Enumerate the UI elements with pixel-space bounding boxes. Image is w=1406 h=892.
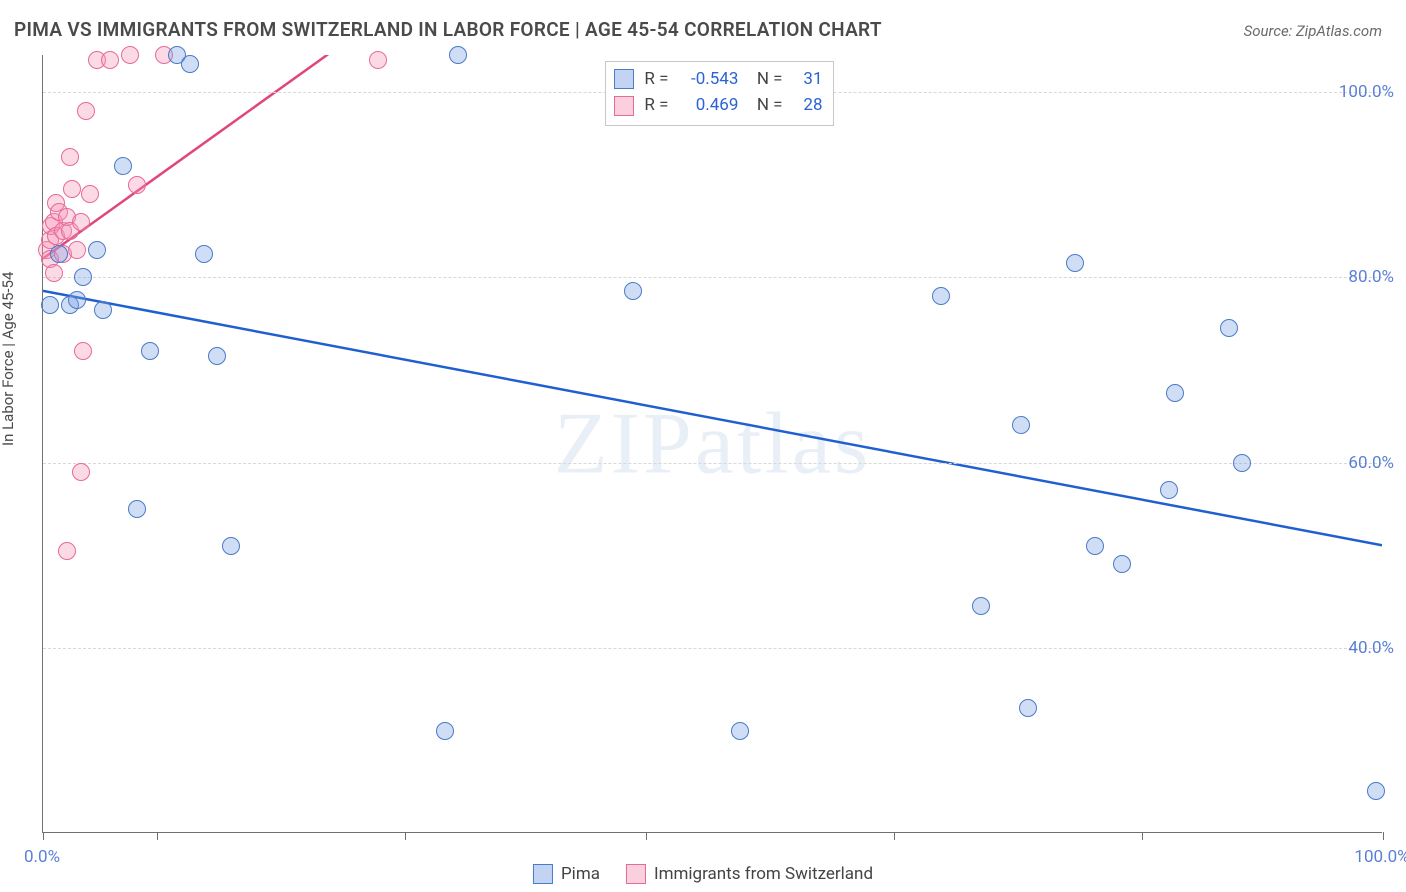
chart-title: PIMA VS IMMIGRANTS FROM SWITZERLAND IN L… — [14, 18, 882, 41]
scatter-point-pima — [74, 268, 92, 286]
scatter-point-swiss — [121, 46, 139, 64]
chart-header: PIMA VS IMMIGRANTS FROM SWITZERLAND IN L… — [0, 0, 1406, 51]
x-tick — [1142, 832, 1143, 840]
stats-r-label: R = — [644, 66, 668, 92]
stats-r-value: -0.543 — [678, 66, 738, 92]
scatter-point-pima — [731, 722, 749, 740]
stats-n-label: N = — [748, 92, 782, 118]
legend-swatch-pink — [626, 864, 646, 884]
stats-row: R = -0.543 N = 31 — [614, 66, 822, 92]
stats-r-value: 0.469 — [678, 92, 738, 118]
stats-r-label: R = — [644, 92, 668, 118]
scatter-point-pima — [41, 296, 59, 314]
scatter-point-pima — [1113, 555, 1131, 573]
watermark: ZIPatlas — [554, 393, 871, 494]
scatter-point-pima — [1012, 416, 1030, 434]
y-tick-label: 80.0% — [1348, 267, 1394, 287]
legend-label-swiss: Immigrants from Switzerland — [654, 864, 873, 884]
y-tick-label: 40.0% — [1348, 638, 1394, 658]
scatter-point-pima — [1166, 384, 1184, 402]
scatter-point-swiss — [128, 176, 146, 194]
x-axis-label-left: 0.0% — [24, 847, 60, 867]
scatter-point-swiss — [63, 180, 81, 198]
scatter-point-pima — [50, 245, 68, 263]
legend-label-pima: Pima — [561, 864, 600, 884]
x-tick — [405, 832, 406, 840]
stats-swatch — [614, 96, 634, 116]
scatter-point-swiss — [58, 542, 76, 560]
bottom-legend: Pima Immigrants from Switzerland — [533, 864, 873, 884]
legend-swatch-blue — [533, 864, 553, 884]
chart-plot-frame: ZIPatlas R = -0.543 N = 31 R = 0.469 N = 28 — [42, 55, 1382, 833]
scatter-point-pima — [181, 55, 199, 73]
scatter-point-pima — [1220, 319, 1238, 337]
scatter-point-swiss — [72, 213, 90, 231]
y-tick-label: 60.0% — [1348, 453, 1394, 473]
x-axis-label-right: 100.0% — [1354, 847, 1406, 867]
scatter-point-pima — [128, 500, 146, 518]
x-tick — [43, 832, 44, 840]
scatter-point-pima — [932, 287, 950, 305]
stats-n-label: N = — [748, 66, 782, 92]
trend-lines-svg — [43, 55, 1382, 832]
scatter-point-pima — [1367, 782, 1385, 800]
scatter-point-pima — [141, 342, 159, 360]
scatter-point-swiss — [369, 51, 387, 69]
gridline — [43, 463, 1382, 464]
trendline-pima — [43, 291, 1382, 545]
stats-n-value: 28 — [793, 92, 823, 118]
scatter-point-swiss — [45, 264, 63, 282]
stats-legend-box: R = -0.543 N = 31 R = 0.469 N = 28 — [605, 61, 833, 126]
scatter-point-pima — [195, 245, 213, 263]
scatter-point-pima — [208, 347, 226, 365]
y-tick-label: 100.0% — [1339, 82, 1394, 102]
scatter-point-swiss — [77, 102, 95, 120]
y-axis-label: In Labor Force | Age 45-54 — [0, 272, 17, 446]
scatter-point-swiss — [72, 463, 90, 481]
trendline-swiss — [43, 55, 405, 259]
scatter-point-swiss — [61, 148, 79, 166]
plot-area: ZIPatlas — [43, 55, 1382, 832]
legend-item-pima: Pima — [533, 864, 600, 884]
scatter-point-pima — [436, 722, 454, 740]
x-tick — [1383, 832, 1384, 840]
scatter-point-pima — [88, 241, 106, 259]
scatter-point-swiss — [81, 185, 99, 203]
gridline — [43, 277, 1382, 278]
scatter-point-pima — [624, 282, 642, 300]
scatter-point-pima — [1160, 481, 1178, 499]
scatter-point-pima — [1019, 699, 1037, 717]
scatter-point-pima — [449, 46, 467, 64]
stats-n-value: 31 — [793, 66, 823, 92]
scatter-point-swiss — [68, 241, 86, 259]
x-tick — [894, 832, 895, 840]
scatter-point-swiss — [101, 51, 119, 69]
scatter-point-pima — [1233, 454, 1251, 472]
scatter-point-pima — [972, 597, 990, 615]
scatter-point-pima — [68, 291, 86, 309]
chart-source: Source: ZipAtlas.com — [1244, 22, 1382, 40]
stats-row: R = 0.469 N = 28 — [614, 92, 822, 118]
legend-item-swiss: Immigrants from Switzerland — [626, 864, 873, 884]
x-tick — [157, 832, 158, 840]
stats-swatch — [614, 69, 634, 89]
gridline — [43, 648, 1382, 649]
scatter-point-pima — [114, 157, 132, 175]
scatter-point-pima — [94, 301, 112, 319]
scatter-point-pima — [1086, 537, 1104, 555]
scatter-point-pima — [222, 537, 240, 555]
x-tick — [646, 832, 647, 840]
scatter-point-swiss — [74, 342, 92, 360]
scatter-point-pima — [1066, 254, 1084, 272]
